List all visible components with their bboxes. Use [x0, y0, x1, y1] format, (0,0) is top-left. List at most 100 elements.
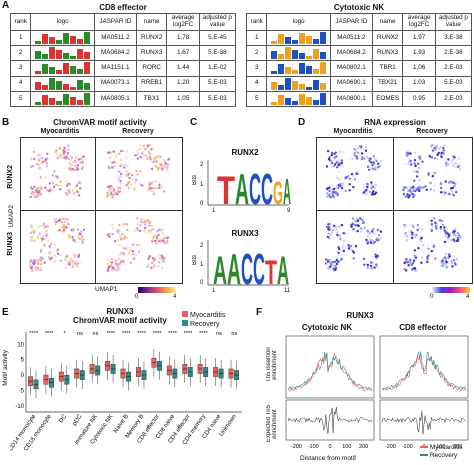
umap-cell-point — [334, 151, 337, 154]
umap-cell-point — [150, 240, 154, 243]
cell-jaspar-id: MA0511.2 — [329, 29, 373, 47]
umap-cell-point — [46, 225, 49, 228]
umap-cell-point — [378, 229, 381, 232]
umap-cell-point — [117, 178, 120, 181]
umap-cell-point — [354, 224, 357, 227]
umap-cell-point — [69, 158, 72, 162]
umap-cell-point — [38, 258, 42, 261]
umap-cell-point — [32, 231, 36, 234]
umap-cell-point — [33, 157, 36, 161]
umap-cell-point — [376, 254, 379, 258]
umap-cell-point — [403, 223, 406, 227]
umap-cell-point — [148, 224, 151, 227]
umap-cell-point — [30, 226, 33, 229]
umap-cell-point — [32, 192, 35, 196]
umap-cell-point — [158, 186, 161, 189]
umap-cell-point — [438, 219, 442, 222]
umap-cell-point — [443, 226, 446, 229]
umap-cell-point — [328, 156, 331, 159]
umap-cell-point — [114, 259, 117, 262]
umap-cell-point — [444, 232, 447, 235]
umap-cell-point — [452, 181, 455, 184]
umap-cell-point — [446, 256, 449, 259]
umap-cell-point — [368, 159, 371, 162]
logo-letter — [320, 92, 327, 105]
umap-cell-point — [447, 260, 451, 263]
umap-cell-point — [158, 183, 161, 187]
umap-cell-point — [379, 230, 383, 233]
legend-f-myocarditis: Myocarditis — [420, 444, 463, 452]
umap-cell-point — [420, 228, 424, 231]
umap-cell-point — [371, 239, 374, 242]
umap-cell-point — [54, 223, 57, 226]
umap-cell-point — [443, 144, 446, 147]
umap-cell-point — [61, 156, 64, 159]
col-fc: average log2FC — [402, 13, 436, 31]
umap-cell-point — [146, 157, 149, 160]
x-tick-label: 200 — [359, 444, 368, 450]
umap-cell-point — [154, 165, 158, 168]
umap-cell-point — [166, 169, 169, 172]
umap-cell-point — [334, 267, 338, 270]
umap-cell-point — [373, 266, 376, 269]
legend-label: Myocarditis — [189, 312, 226, 319]
cell-tf-name: RORC — [135, 60, 168, 77]
motif-logo — [271, 47, 327, 60]
umap-cell-point — [116, 265, 120, 269]
table-row: 1 MA0511.2 RUNX2 1.78 5.E-45 — [9, 29, 237, 47]
umap-cell-point — [413, 254, 417, 258]
umap-b-runx3-myocarditis — [20, 210, 96, 284]
umap-cell-point — [350, 256, 353, 260]
umap-cell-point — [114, 155, 117, 159]
umap-cell-point — [408, 157, 412, 160]
umap-cell-point — [330, 153, 333, 157]
umap-cell-point — [453, 239, 456, 243]
cell-jaspar-id: MA0805.1 — [93, 90, 137, 107]
panel-b-row-runx2: RUNX2 — [7, 165, 14, 189]
umap-cell-point — [59, 180, 62, 184]
umap-cell-point — [68, 161, 71, 164]
logo-letter — [271, 51, 278, 60]
cell-logo — [266, 45, 331, 62]
umap-cell-point — [411, 231, 414, 234]
motif-logo — [271, 32, 327, 44]
umap-cell-point — [143, 218, 146, 221]
umap-cell-point — [360, 152, 364, 155]
umap-cell-point — [151, 187, 154, 190]
y-tick-label: -10 — [15, 404, 24, 410]
umap-cell-point — [429, 145, 433, 149]
umap-cell-point — [33, 259, 36, 262]
legend-swatch — [182, 320, 188, 326]
x-tick-label: pDC — [72, 413, 84, 427]
umap-cell-point — [439, 182, 442, 186]
umap-cell-point — [329, 189, 332, 192]
cell-rank: 2 — [9, 45, 32, 62]
logo-letter — [306, 86, 313, 90]
umap-cell-point — [452, 158, 455, 161]
panel-b-label: B — [2, 117, 10, 128]
logo-letter — [35, 51, 42, 60]
umap-cell-point — [40, 268, 43, 271]
footprint-line-myocarditis — [287, 352, 373, 392]
umap-cell-point — [451, 190, 454, 193]
umap-cell-point — [449, 180, 452, 183]
panel-d-title: RNA expression — [364, 118, 426, 127]
umap-cell-point — [159, 239, 162, 243]
umap-cell-point — [117, 239, 120, 242]
umap-cell-point — [416, 223, 420, 227]
umap-cell-point — [80, 167, 84, 171]
umap-cell-point — [76, 164, 80, 167]
umap-cell-point — [433, 157, 437, 160]
logo-letter — [278, 64, 285, 75]
logo-letter — [299, 63, 306, 75]
umap-cell-point — [121, 246, 125, 249]
umap-cell-point — [143, 229, 146, 232]
table-row: 3 MA1151.1 RORC 1.44 1.E-02 — [9, 60, 237, 77]
umap-cell-point — [449, 187, 453, 190]
umap-cell-point — [120, 251, 123, 255]
umap-cell-point — [64, 258, 67, 262]
umap-cell-point — [157, 265, 160, 268]
umap-cell-point — [420, 256, 423, 259]
umap-cell-point — [148, 151, 151, 155]
umap-cell-point — [35, 259, 39, 263]
